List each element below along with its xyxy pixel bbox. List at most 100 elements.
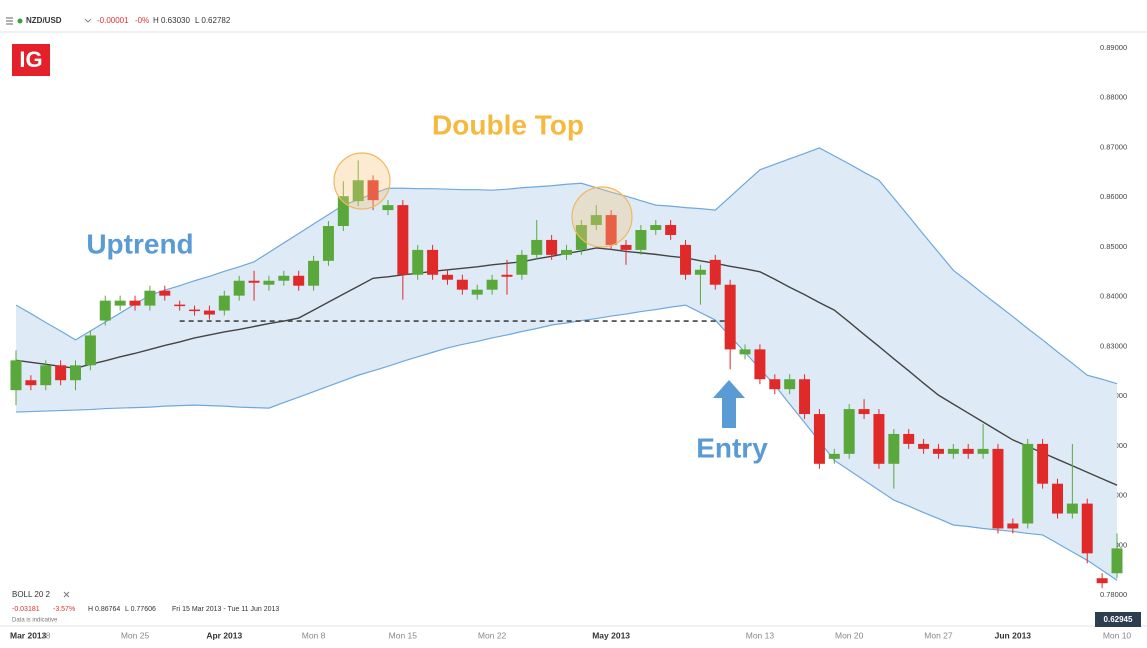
candle-body [99,300,111,321]
y-tick-label: 0.86000 [1100,192,1127,201]
candle-body [546,239,558,255]
candle-body [248,280,260,283]
candle-body [575,225,587,250]
candle-body [992,448,1004,529]
low: L 0.62782 [195,16,231,25]
x-tick-label: Mon 22 [478,630,507,640]
last-price-label: 0.62945 [1104,615,1133,624]
candle-body [739,349,751,355]
candle-body [263,280,275,285]
candle-body [932,448,944,454]
candle-body [1007,523,1019,529]
candle-body [635,230,647,250]
candle-body [605,215,617,245]
candle-body [70,365,82,381]
candle-body [1111,548,1123,574]
candle-body [516,254,528,275]
candle-body [308,260,320,286]
candle-body [486,279,498,290]
candle-body [858,409,870,415]
high: H 0.63030 [153,16,190,25]
candle-body [650,225,662,230]
toolbar: NZD/USD -0.00001 -0% H 0.63030 L 0.62782 [0,16,1147,33]
candle-body [233,280,245,296]
y-tick-label: 0.78000 [1100,590,1127,599]
menu-icon[interactable] [6,17,13,25]
candle-body [799,379,811,415]
candle-body [159,290,171,296]
period-low: L 0.77606 [125,606,156,613]
candle-body [590,215,602,226]
indicator-name[interactable]: BOLL 20 2 [12,590,51,599]
candle-body [680,244,692,275]
y-tick-label: 0.88000 [1100,93,1127,102]
candle-body [724,284,736,350]
x-tick-label: Jun 2013 [995,630,1032,640]
candle-body [962,448,974,454]
period-change-pct: -3.57% [53,606,75,613]
last-price-box [1095,612,1141,627]
candle-body [903,433,915,444]
logo-text: IG [19,47,42,72]
candle-body [561,249,572,255]
band-lower [15,304,1118,581]
candle-body [427,249,439,275]
x-tick-label: 18 [41,630,51,640]
candle-body [918,443,930,449]
band-fill [16,147,1117,581]
candle-body [843,409,855,454]
entry-arrow [713,380,745,428]
close-icon[interactable] [63,591,70,598]
candle-body [709,259,721,285]
candle-body [40,365,52,386]
candle-body [947,448,959,454]
y-tick-label: 0.87000 [1100,142,1127,151]
candle-body [531,239,543,255]
highlight-circle [333,152,391,210]
logo-box [12,44,50,76]
candle-body [10,360,22,391]
x-tick-label: Mon 8 [302,630,326,640]
dropdown-icon[interactable] [84,18,92,23]
candle-body [55,365,67,381]
annotation: Uptrend [86,228,193,259]
y-tick-label: 0.84000 [1100,292,1127,301]
band-upper [15,147,1118,385]
candle-body [322,226,334,261]
candle-body [412,249,424,275]
symbol[interactable]: NZD/USD [26,16,62,25]
candle-body [754,349,766,380]
y-tick-label: 0.85000 [1100,242,1127,251]
candle-body [784,379,796,390]
highlight-circle [571,186,633,248]
plot-area: 0.780000.790000.800000.810000.820000.830… [10,43,1127,599]
candle-body [367,180,379,201]
candle-body [114,300,126,306]
candle-body [1037,443,1049,484]
candle-body [1096,578,1108,584]
candle-body [84,335,96,366]
x-tick-label: Mon 27 [924,630,953,640]
x-tick-label: Mon 13 [746,630,775,640]
candle-body [144,290,156,306]
y-tick-label: 0.83000 [1100,341,1127,350]
candle-body [129,300,141,306]
x-tick-label: Mon 20 [835,630,864,640]
candle-body [501,274,513,277]
candle-body [873,414,885,464]
x-tick-label: Mar 2013 [10,630,47,640]
candle-body [218,295,230,311]
candle-body [278,275,290,281]
candle-body [1022,443,1034,524]
last-price: 0.62945 [1095,612,1141,627]
period-change: -0.03181 [12,606,40,613]
candle-body [471,289,483,295]
annotation: Double Top [432,109,584,140]
candle-body [382,205,394,211]
candle-body [456,279,468,290]
change: -0.00001 [97,16,129,25]
candle-body [1066,503,1078,514]
disclaimer: Data is indicative [12,618,58,624]
candle-body [620,244,632,250]
